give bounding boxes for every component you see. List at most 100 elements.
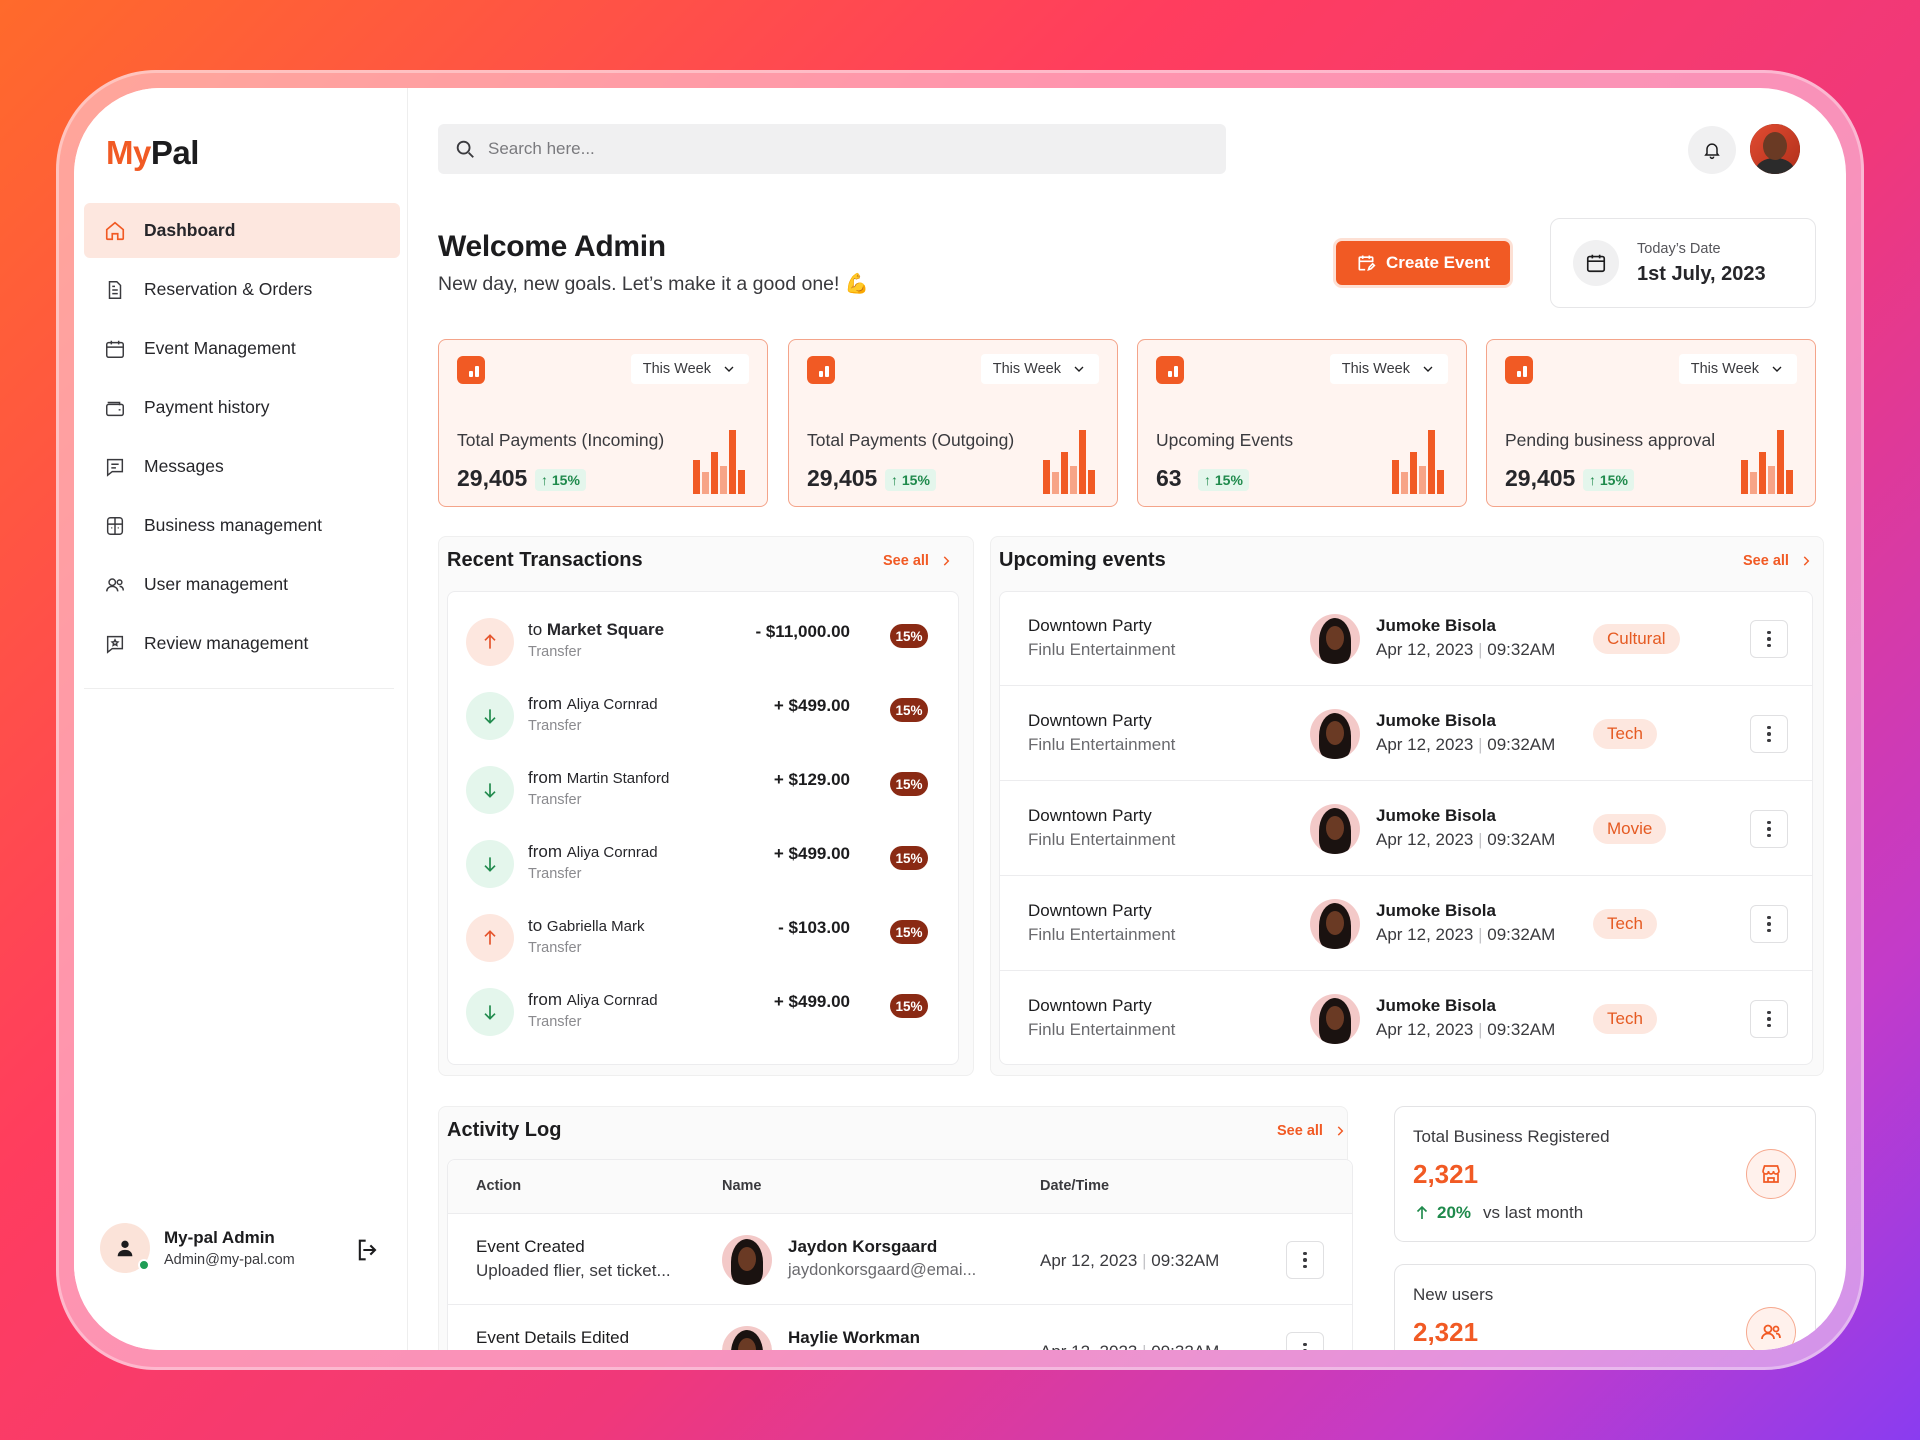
sidebar-item-label: Event Management (144, 338, 296, 358)
transaction-party: Martin Stanford (566, 770, 670, 787)
sidebar-nav: Dashboard Reservation & Orders Event Man… (84, 203, 400, 675)
mini-bar-chart (693, 430, 745, 494)
more-options-icon[interactable] (1750, 1000, 1788, 1038)
date-value: 1st July, 2023 (1637, 262, 1766, 285)
user-avatar[interactable] (1750, 124, 1800, 174)
see-all-transactions-link[interactable]: See all (883, 553, 953, 569)
online-status-dot (138, 1259, 150, 1271)
chart-icon (1505, 356, 1533, 384)
transaction-type: Transfer (528, 644, 582, 660)
more-options-icon[interactable] (1750, 715, 1788, 753)
host-name: Jumoke Bisola (1376, 806, 1496, 825)
event-organizer: Finlu Entertainment (1028, 925, 1176, 944)
arrow-down-icon (466, 988, 514, 1036)
total-business-card: Total Business Registered 2,321 20% vs la… (1394, 1106, 1816, 1242)
create-event-button[interactable]: Create Event (1336, 241, 1510, 285)
avatar (722, 1326, 772, 1350)
arrow-up-icon (466, 618, 514, 666)
stat-trend-badge: ↑ 15% (1583, 469, 1634, 491)
event-row[interactable]: Downtown Party Finlu Entertainment Jumok… (1000, 972, 1812, 1064)
stat-value: 29,405 (457, 465, 528, 491)
activity-user-name: Jaydon Korsgaard (788, 1237, 938, 1256)
sidebar-item-dashboard[interactable]: Dashboard (84, 203, 400, 258)
host-name: Jumoke Bisola (1376, 711, 1496, 730)
sidebar-item-label: Payment history (144, 397, 270, 417)
transaction-amount: + $499.00 (773, 844, 850, 863)
admin-profile[interactable]: My-pal Admin Admin@my-pal.com (100, 1218, 390, 1278)
sidebar-item-label: Review management (144, 633, 309, 653)
arrow-up-icon: ↑ (1204, 472, 1215, 488)
transaction-row[interactable]: to Market Square Transfer - $11,000.00 1… (466, 612, 946, 672)
user-icon (117, 1240, 133, 1257)
more-options-icon[interactable] (1750, 620, 1788, 658)
transaction-type: Transfer (528, 940, 582, 956)
event-datetime: Apr 12, 2023 | 09:32AM (1376, 1020, 1556, 1039)
category-tag: Tech (1593, 1004, 1657, 1034)
sidebar-item-label: Reservation & Orders (144, 279, 313, 299)
sidebar-item-events[interactable]: Event Management (84, 321, 400, 376)
range-dropdown[interactable]: This Week (1678, 354, 1797, 384)
table-row[interactable]: Event Created Uploaded flier, set ticket… (448, 1215, 1352, 1305)
sidebar-item-label: Business management (144, 515, 323, 535)
transaction-row[interactable]: from Aliya Cornrad Transfer + $499.00 15… (466, 982, 946, 1042)
review-icon (104, 633, 126, 655)
event-organizer: Finlu Entertainment (1028, 830, 1176, 849)
sidebar-item-reviews[interactable]: Review management (84, 616, 400, 671)
panel-title: Recent Transactions (447, 549, 643, 571)
more-options-icon[interactable] (1286, 1332, 1324, 1350)
transaction-amount: + $129.00 (773, 770, 850, 789)
avatar (1310, 614, 1360, 664)
search-input[interactable] (488, 139, 1188, 159)
activity-detail: Uploaded flier, set ticket... (476, 1261, 671, 1280)
event-row[interactable]: Downtown Party Finlu Entertainment Jumok… (1000, 782, 1812, 876)
see-all-activity-link[interactable]: See all (1277, 1123, 1347, 1139)
event-row[interactable]: Downtown Party Finlu Entertainment Jumok… (1000, 592, 1812, 686)
notification-button[interactable] (1688, 126, 1736, 174)
sidebar-item-label: Messages (144, 456, 224, 476)
home-icon (104, 220, 126, 242)
transaction-row[interactable]: from Aliya Cornrad Transfer + $499.00 15… (466, 834, 946, 894)
stat-label: Upcoming Events (1156, 430, 1294, 450)
more-options-icon[interactable] (1750, 810, 1788, 848)
activity-action: Event Details Edited (476, 1328, 630, 1347)
app-logo[interactable]: MyPal (106, 134, 199, 171)
transaction-type: Transfer (528, 718, 582, 734)
event-row[interactable]: Downtown Party Finlu Entertainment Jumok… (1000, 687, 1812, 781)
arrow-up-icon: ↑ (541, 472, 552, 488)
sidebar-item-reservations[interactable]: Reservation & Orders (84, 262, 400, 317)
sidebar-item-users[interactable]: User management (84, 557, 400, 612)
users-icon (104, 574, 126, 596)
range-dropdown[interactable]: This Week (630, 354, 749, 384)
sidebar-item-messages[interactable]: Messages (84, 439, 400, 494)
table-header: Action Name Date/Time (448, 1160, 1352, 1214)
transaction-row[interactable]: to Gabriella Mark Transfer - $103.00 15% (466, 908, 946, 968)
range-dropdown[interactable]: This Week (980, 354, 1099, 384)
column-header-name: Name (722, 1178, 762, 1194)
transaction-row[interactable]: from Martin Stanford Transfer + $129.00 … (466, 760, 946, 820)
transaction-type: Transfer (528, 1014, 582, 1030)
transaction-party: Aliya Cornrad (566, 992, 658, 1009)
table-row[interactable]: Event Details Edited Haylie Workman Apr … (448, 1306, 1352, 1350)
activity-datetime: Apr 12, 2023 | 09:32AM (1040, 1342, 1219, 1350)
transaction-party: Aliya Cornrad (566, 844, 658, 861)
more-options-icon[interactable] (1286, 1241, 1324, 1279)
logout-icon[interactable] (354, 1236, 382, 1264)
range-dropdown[interactable]: This Week (1329, 354, 1448, 384)
store-icon (1746, 1149, 1796, 1199)
arrow-up-icon: ↑ (891, 472, 902, 488)
event-row[interactable]: Downtown Party Finlu Entertainment Jumok… (1000, 877, 1812, 971)
sidebar-item-label: User management (144, 574, 288, 594)
see-all-events-link[interactable]: See all (1743, 553, 1813, 569)
host-name: Jumoke Bisola (1376, 616, 1496, 635)
date-label: Today’s Date (1637, 240, 1721, 257)
search-bar[interactable] (438, 124, 1226, 174)
transaction-party: Gabriella Mark (546, 918, 645, 935)
more-options-icon[interactable] (1750, 905, 1788, 943)
sidebar-item-payments[interactable]: Payment history (84, 380, 400, 435)
sidebar-item-business[interactable]: Business management (84, 498, 400, 553)
bell-icon (1704, 143, 1720, 160)
card-value: 2,321 (1413, 1317, 1479, 1347)
transaction-row[interactable]: from Aliya Cornrad Transfer + $499.00 15… (466, 686, 946, 746)
card-value: 2,321 (1413, 1159, 1479, 1189)
percent-badge: 15% (890, 846, 928, 870)
